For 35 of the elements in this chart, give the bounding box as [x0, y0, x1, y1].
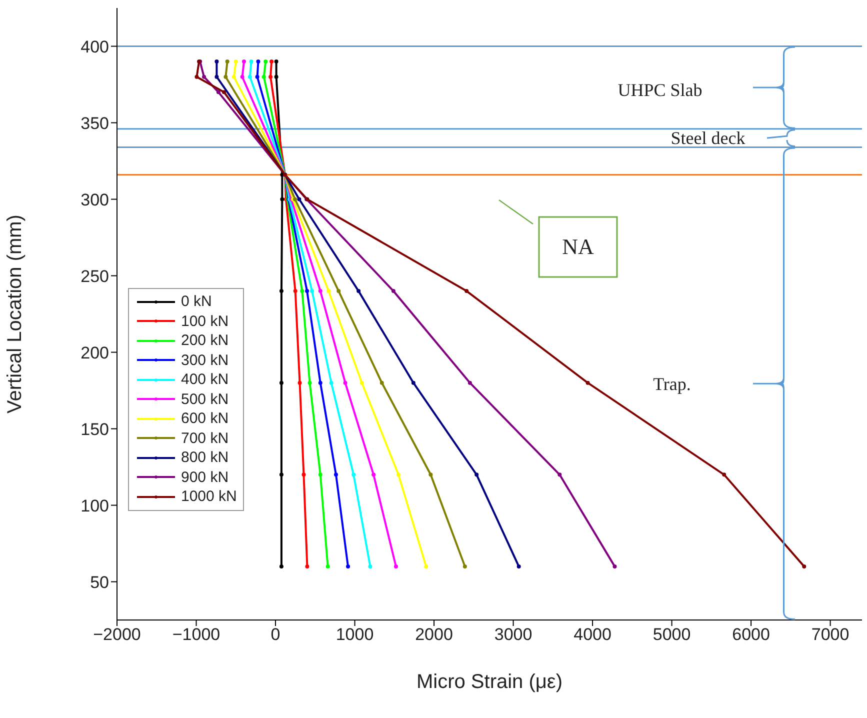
annotation: UHPC Slab — [618, 80, 702, 100]
legend-label: 200 kN — [181, 331, 229, 350]
x-tick-label: −2000 — [93, 625, 141, 644]
x-tick-label: 4000 — [574, 625, 612, 644]
x-tick-label: 0 — [270, 625, 280, 644]
y-tick-label: 200 — [80, 343, 109, 362]
y-tick-label: 250 — [80, 266, 109, 286]
x-tick-label: 5000 — [652, 625, 691, 644]
x-tick-label: 3000 — [494, 625, 532, 644]
annotation: NA — [562, 234, 594, 259]
x-tick-label: 2000 — [415, 625, 453, 644]
x-tick-label: 6000 — [732, 625, 770, 644]
y-tick-label: 350 — [80, 114, 109, 133]
x-axis-title: Micro Strain (με) — [416, 671, 563, 693]
y-axis-title: Vertical Location (mm) — [4, 214, 26, 414]
legend-label: 300 kN — [181, 350, 229, 370]
y-tick-label: 100 — [80, 496, 109, 516]
y-tick-label: 400 — [80, 37, 109, 56]
x-tick-label: −1000 — [172, 625, 220, 644]
legend-label: 900 kN — [181, 468, 229, 487]
annotation: Trap. — [653, 374, 691, 394]
y-tick-label: 300 — [80, 190, 109, 210]
y-tick-label: 150 — [80, 420, 109, 439]
legend-label: 700 kN — [181, 428, 229, 448]
y-tick-label: 50 — [90, 572, 109, 592]
x-tick-label: 7000 — [811, 625, 850, 644]
legend-label: 100 kN — [181, 312, 229, 331]
legend-label: 0 kN — [181, 292, 212, 312]
legend-label: 600 kN — [181, 409, 229, 428]
legend-label: 500 kN — [181, 390, 229, 409]
legend-label: 800 kN — [181, 448, 229, 468]
x-tick-label: 1000 — [336, 625, 374, 644]
legend-label: 1000 kN — [181, 487, 237, 506]
annotation: Steel deck — [670, 128, 746, 148]
legend-label: 400 kN — [181, 370, 229, 390]
